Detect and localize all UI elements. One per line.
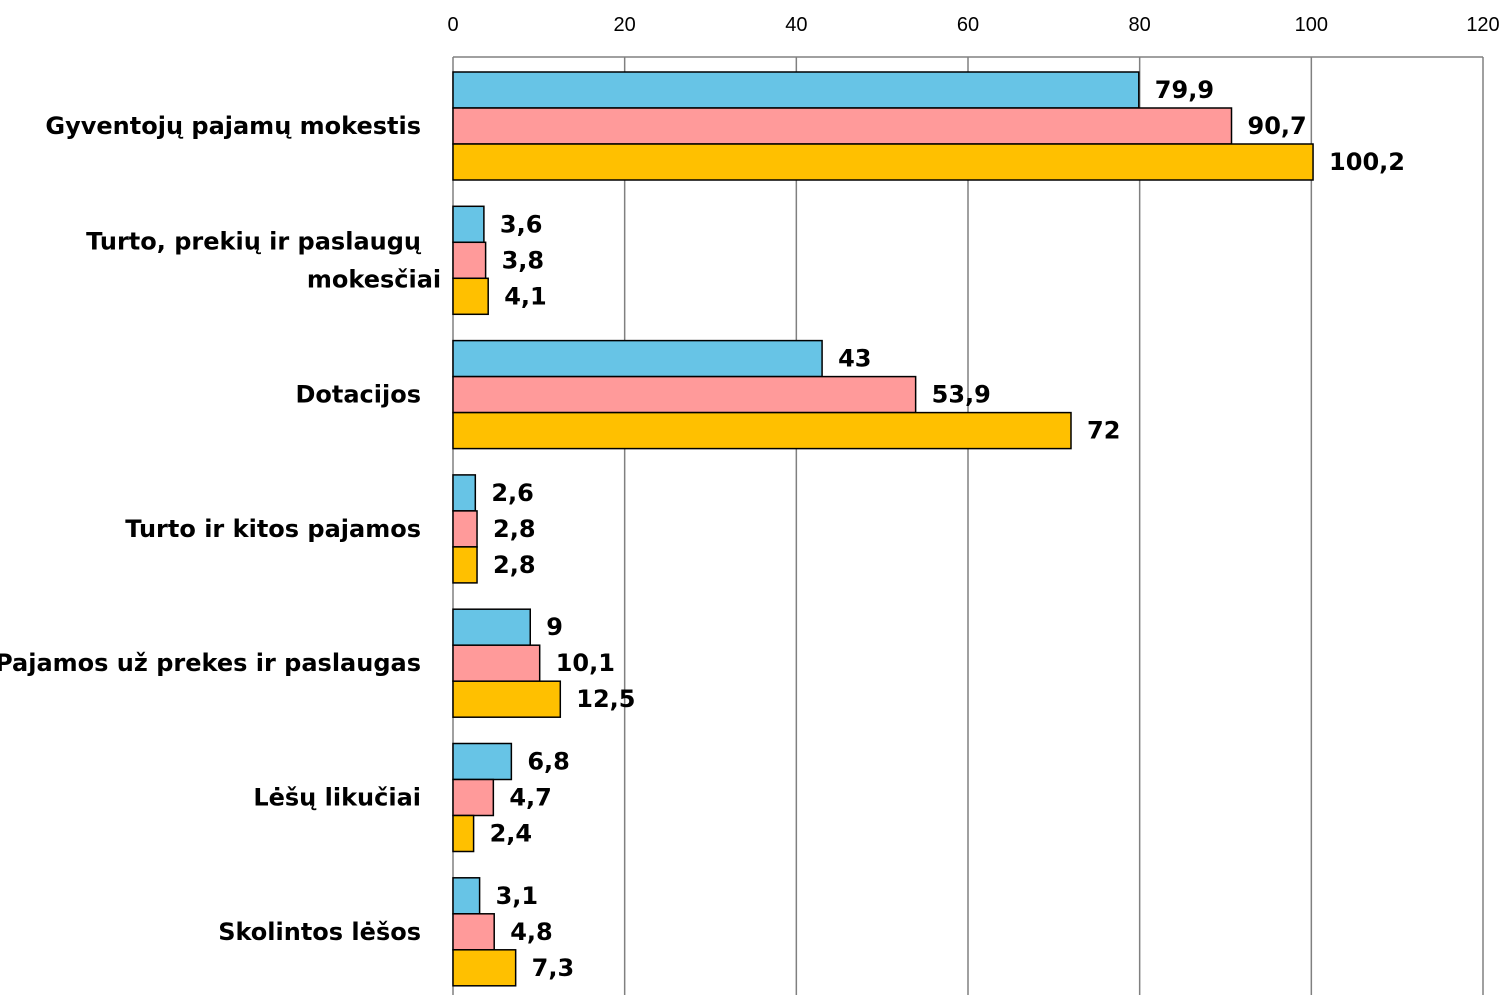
bar [452, 375, 917, 414]
bar [452, 277, 489, 316]
data-label: 2,8 [493, 515, 536, 543]
data-label: 3,1 [496, 882, 539, 910]
data-label: 53,9 [932, 381, 991, 409]
x-tick-label: 80 [1129, 14, 1151, 36]
x-tick-label: 0 [447, 14, 458, 36]
bar [452, 949, 517, 987]
x-axis-ticks: 0 20 40 60 80 100 120 [447, 14, 1499, 36]
data-label: 2,8 [493, 551, 536, 579]
category-label-line: Pajamos už prekes ir paslaugas [0, 649, 421, 677]
category-label: Pajamos už prekes ir paslaugas [0, 649, 421, 677]
x-tick-label: 40 [785, 14, 807, 36]
bar [452, 546, 478, 584]
data-label: 7,3 [532, 954, 575, 982]
bar [452, 241, 487, 280]
bar [452, 510, 478, 548]
x-tick-label: 120 [1466, 14, 1499, 36]
category-label-line: mokesčiai [307, 265, 441, 293]
bar [452, 680, 562, 718]
data-label: 12,5 [576, 685, 635, 713]
data-label: 9 [546, 613, 563, 641]
x-tick-label: 20 [614, 14, 636, 36]
category-label-line: Gyventojų pajamų mokestis [45, 112, 421, 140]
category-label-line: Skolintos lėšos [218, 918, 421, 946]
data-label: 43 [838, 345, 871, 373]
data-label: 10,1 [556, 649, 615, 677]
category-label: Dotacijos [295, 381, 421, 409]
bar [452, 339, 823, 378]
data-label: 4,1 [504, 282, 547, 310]
data-label: 2,6 [491, 479, 534, 507]
bar [452, 71, 1140, 109]
bar [452, 644, 541, 682]
bar [452, 814, 475, 853]
bar [452, 474, 477, 512]
bar [452, 205, 485, 244]
data-label: 2,4 [490, 820, 533, 848]
x-tick-label: 60 [957, 14, 979, 36]
data-label: 4,8 [510, 918, 553, 946]
data-label: 3,6 [500, 210, 543, 238]
data-label: 72 [1087, 417, 1120, 445]
category-label: Gyventojų pajamų mokestis [45, 112, 421, 140]
bar [452, 913, 495, 951]
bar [452, 107, 1233, 145]
category-label: Skolintos lėšos [218, 918, 421, 946]
category-label: Turto ir kitos pajamos [125, 515, 421, 543]
bar [452, 143, 1314, 181]
category-label-line: Dotacijos [295, 381, 421, 409]
bar [452, 608, 531, 646]
category-label-line: Lėšų likučiai [253, 784, 421, 812]
bar [452, 742, 513, 781]
bar [452, 877, 481, 915]
category-label: Turto, prekių ir paslaugų mokesčiai [86, 227, 441, 293]
data-label: 79,9 [1155, 76, 1214, 104]
data-label: 3,8 [502, 246, 545, 274]
data-labels: 79,9 90,7 100,2 3,6 3,8 4,1 43 53,9 72 2,6 2,8 2,8 9… [490, 76, 1405, 982]
category-label-line: Turto ir kitos pajamos [125, 515, 421, 543]
category-label: Lėšų likučiai [253, 784, 421, 812]
bars [452, 71, 1314, 987]
data-label: 90,7 [1248, 112, 1307, 140]
category-label-line: Turto, prekių ir paslaugų [86, 227, 422, 255]
data-label: 100,2 [1329, 148, 1405, 176]
bar [452, 778, 495, 817]
data-label: 6,8 [527, 748, 570, 776]
data-label: 4,7 [509, 784, 552, 812]
gridlines [452, 56, 1484, 995]
category-labels: Gyventojų pajamų mokestis Turto, prekių i… [0, 112, 441, 946]
x-tick-label: 100 [1295, 14, 1328, 36]
bar [452, 411, 1072, 450]
